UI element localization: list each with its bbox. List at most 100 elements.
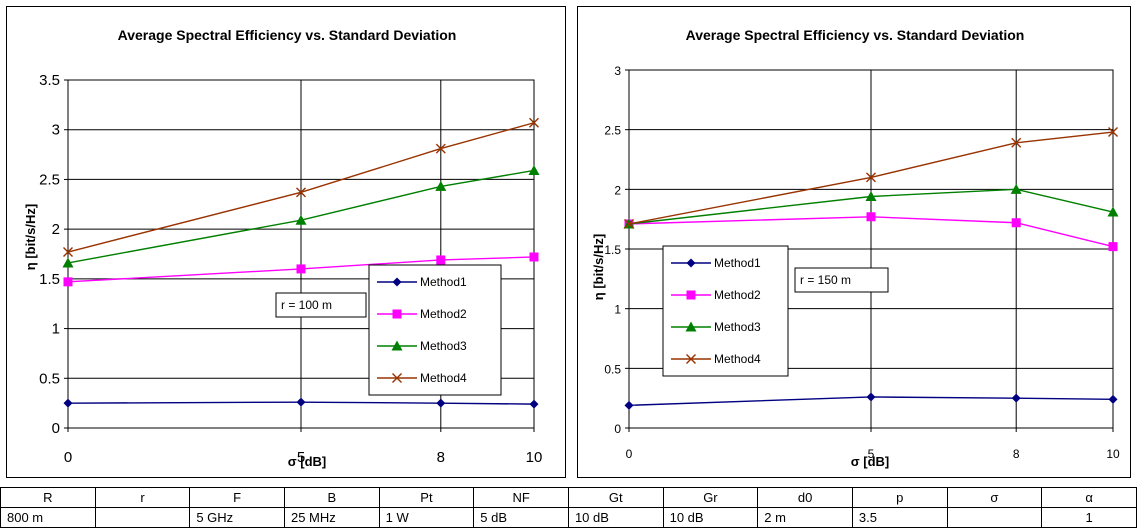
data-point-method1 [1011,393,1021,403]
data-point-method1 [624,400,634,410]
legend-box [662,245,789,377]
legend-marker-method3 [685,321,697,332]
series-line-method2 [67,256,535,283]
legend-label-method1: Method1 [420,275,467,289]
param-value: 800 m [0,507,96,528]
annotation-box [794,267,889,293]
data-point-method1 [63,398,73,408]
series-line-method2 [628,216,1114,248]
legend-marker-method2 [392,309,402,319]
y-tick-label: 1.5 [39,271,60,288]
legend-marker-method4 [392,373,402,383]
annotation-text: r = 150 m [800,273,851,287]
data-point-method3 [62,257,74,268]
y-axis-label: η [bit/s/Hz] [23,204,38,270]
data-point-method1 [866,392,876,402]
param-header: F [189,487,285,508]
data-point-method3 [528,164,540,175]
legend-label-method2: Method2 [714,288,761,302]
y-tick-label: 3 [52,122,60,139]
x-tick-label: 0 [626,447,633,461]
y-tick-label: 0 [52,420,60,437]
x-tick-label: 10 [526,449,543,466]
legend-marker-method1 [686,258,696,268]
data-point-method3 [435,180,447,191]
x-tick-label: 5 [868,447,875,461]
y-tick-label: 1 [52,321,60,338]
param-header: Pt [378,487,475,508]
param-header: r [94,487,191,508]
legend-label-method3: Method3 [714,320,761,334]
param-value [94,507,191,528]
y-tick-label: 2.5 [39,171,60,188]
data-point-method4 [296,187,306,198]
legend: Method1 Method2 Method3 Method4 [368,264,502,396]
param-header: B [283,487,380,508]
chart-title: Average Spectral Efficiency vs. Standard… [118,27,457,43]
param-value: 3.5 [851,507,948,528]
x-tick-label: 5 [297,449,305,466]
data-point-method3 [295,214,307,225]
param-value: 1 W [378,507,475,528]
y-tick-label: 3 [614,64,621,78]
chart-panel-right: Average Spectral Efficiency vs. Standard… [577,6,1131,478]
series-line-method3 [628,188,1114,225]
param-value: 1 [1041,507,1137,528]
x-tick-label: 0 [64,449,72,466]
data-point-method4 [529,117,539,128]
data-point-method2 [296,264,306,274]
legend-marker-method4 [686,354,696,364]
param-value: 25 MHz [283,507,380,528]
y-tick-label: 2 [614,183,621,197]
param-value: 5 GHz [189,507,285,528]
param-value: 10 dB [567,507,664,528]
y-tick-label: 0.5 [604,362,621,376]
series-line-method1 [628,396,1114,407]
data-point-method2 [436,255,446,265]
param-header: σ [946,487,1043,508]
data-point-method1 [436,398,446,408]
y-tick-label: 0.5 [39,370,60,387]
legend: Method1 Method2 Method3 Method4 [662,245,789,377]
y-axis-label: η [bit/s/Hz] [591,234,606,300]
x-tick-label: 8 [437,449,445,466]
param-value: 5 dB [473,507,569,528]
legend-label-method4: Method4 [714,352,761,366]
param-header: Gr [662,487,759,508]
annotation-text: r = 100 m [281,298,332,312]
data-point-method1 [296,397,306,407]
series-line-method4 [67,122,535,253]
series-line-method3 [67,169,535,264]
y-tick-label: 1.5 [604,243,621,257]
param-header: Gt [567,487,664,508]
legend-label-method3: Method3 [420,339,467,353]
y-tick-label: 2 [52,221,60,238]
param-value: 2 m [757,507,853,528]
legend-marker-method1 [392,277,402,287]
legend-box [368,264,502,396]
x-axis-label: σ [dB] [851,454,890,469]
legend-label-method4: Method4 [420,371,467,385]
y-tick-label: 0 [614,422,621,436]
annotation-box [275,292,367,318]
chart-title: Average Spectral Efficiency vs. Standard… [686,27,1025,43]
param-header: d0 [757,487,853,508]
data-point-method2 [63,277,73,287]
data-point-method2 [529,252,539,262]
x-tick-label: 10 [1106,447,1120,461]
data-point-method4 [1108,127,1118,138]
data-point-method4 [1011,137,1022,148]
param-header: p [851,487,948,508]
data-point-method4 [63,247,73,258]
x-axis-label: σ [dB] [288,454,327,469]
data-point-method2 [866,212,876,222]
legend-label-method2: Method2 [420,307,467,321]
data-point-method1 [1108,394,1118,404]
data-point-method3 [865,190,877,201]
data-point-method2 [1011,218,1021,228]
legend-marker-method3 [391,340,403,351]
data-point-method1 [529,399,539,409]
